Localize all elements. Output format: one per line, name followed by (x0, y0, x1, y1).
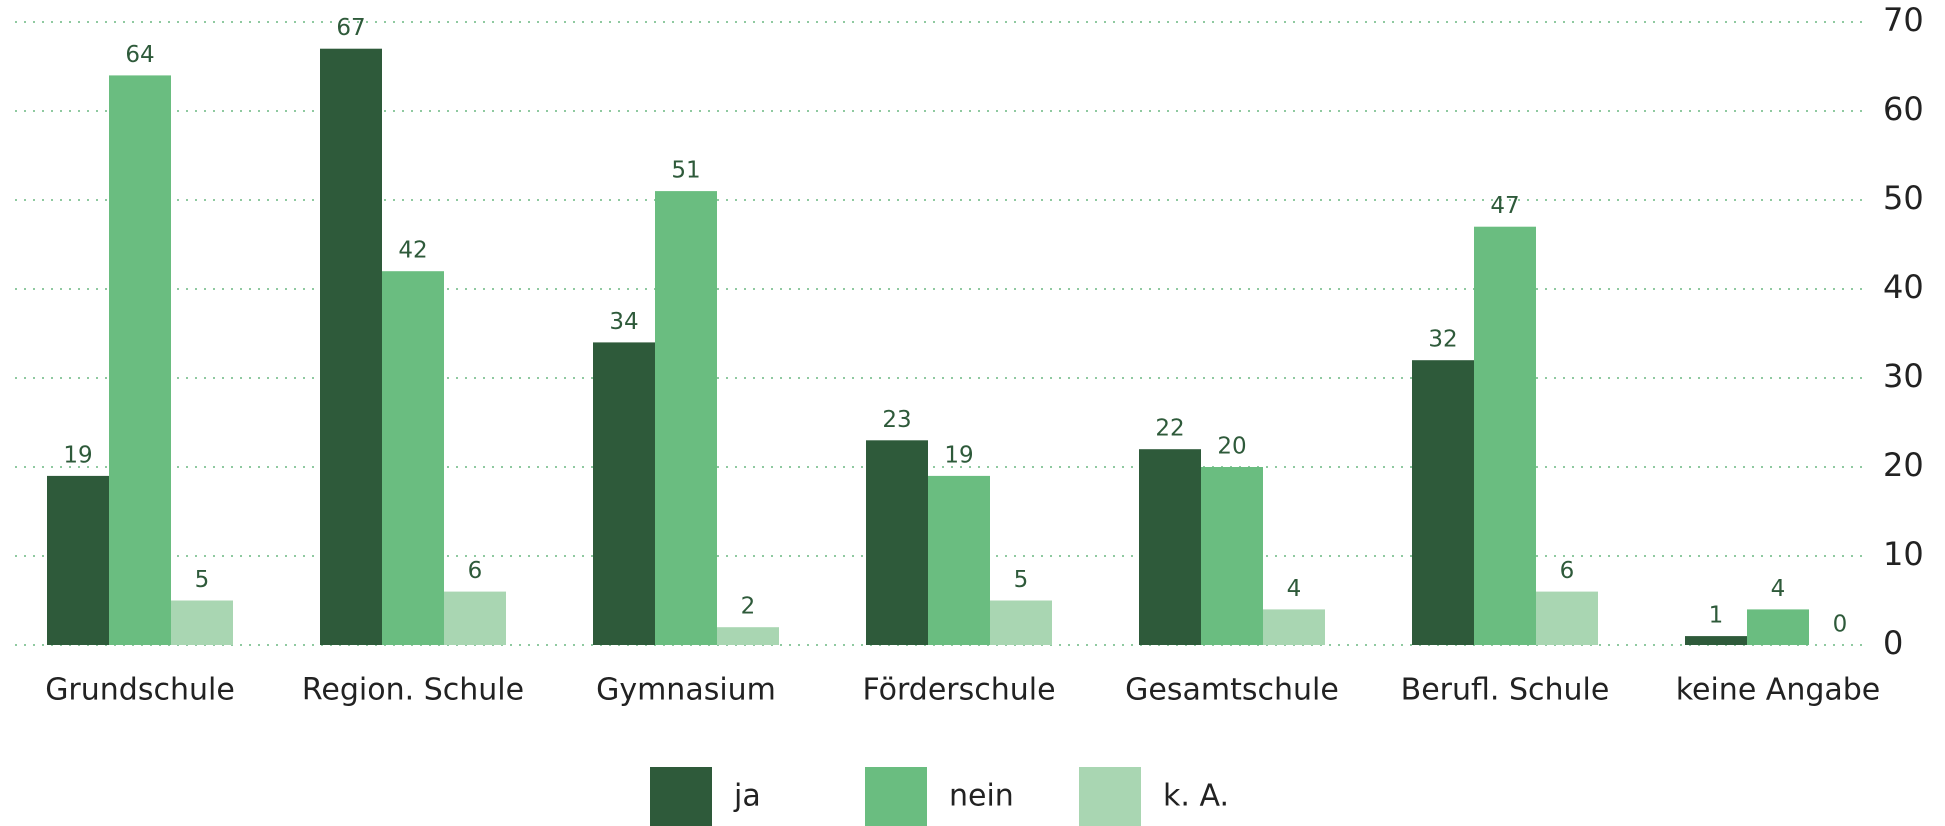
value-label: 2 (741, 594, 756, 620)
x-tick-label: Gesamtschule (1125, 673, 1339, 708)
bar (717, 627, 779, 645)
value-label: 19 (63, 442, 92, 468)
bar (1536, 591, 1598, 645)
value-label: 6 (468, 558, 483, 584)
value-label: 6 (1560, 558, 1575, 584)
bar (1747, 609, 1809, 645)
x-tick-label: Förderschule (862, 673, 1055, 708)
value-label: 22 (1155, 416, 1184, 442)
y-tick-label: 30 (1883, 357, 1924, 395)
bar (320, 48, 382, 645)
bar (382, 271, 444, 645)
legend-swatch (650, 767, 712, 826)
y-tick-label: 0 (1883, 624, 1903, 662)
value-label: 19 (944, 442, 973, 468)
bar (1263, 609, 1325, 645)
value-label: 5 (1014, 567, 1029, 593)
value-label: 42 (398, 238, 427, 264)
value-label: 0 (1833, 612, 1848, 638)
value-label: 34 (609, 309, 638, 335)
value-label: 67 (336, 15, 365, 41)
y-tick-label: 20 (1883, 446, 1924, 484)
bar (1201, 467, 1263, 645)
value-label: 20 (1217, 434, 1246, 460)
value-label: 4 (1771, 576, 1786, 602)
bar (1139, 449, 1201, 645)
legend-swatch (1079, 767, 1141, 826)
x-tick-label: Region. Schule (302, 673, 524, 708)
y-tick-label: 10 (1883, 535, 1924, 573)
bar (109, 75, 171, 645)
legend-swatch (865, 767, 927, 826)
bar (1685, 636, 1747, 645)
value-label: 23 (882, 407, 911, 433)
value-label: 4 (1287, 576, 1302, 602)
value-label: 51 (671, 158, 700, 184)
value-label: 64 (125, 42, 154, 68)
y-tick-label: 70 (1883, 1, 1924, 39)
value-label: 32 (1428, 327, 1457, 353)
bar (444, 591, 506, 645)
y-tick-label: 50 (1883, 179, 1924, 217)
y-tick-label: 40 (1883, 268, 1924, 306)
bar (171, 600, 233, 645)
x-tick-label: Grundschule (45, 673, 235, 708)
legend-label: k. A. (1163, 779, 1229, 814)
y-tick-label: 60 (1883, 90, 1924, 128)
bar (655, 191, 717, 645)
x-tick-label: Berufl. Schule (1401, 673, 1610, 708)
value-label: 1 (1709, 603, 1724, 629)
x-tick-label: keine Angabe (1676, 673, 1881, 708)
bar (1474, 226, 1536, 645)
bar (928, 475, 990, 645)
bar (47, 475, 109, 645)
bar (593, 342, 655, 645)
value-label: 5 (195, 567, 210, 593)
bar (1412, 360, 1474, 645)
bar (866, 440, 928, 645)
value-label: 47 (1490, 193, 1519, 219)
legend-label: ja (733, 779, 761, 814)
bar (990, 600, 1052, 645)
x-tick-label: Gymnasium (596, 673, 776, 708)
legend-label: nein (949, 779, 1014, 814)
